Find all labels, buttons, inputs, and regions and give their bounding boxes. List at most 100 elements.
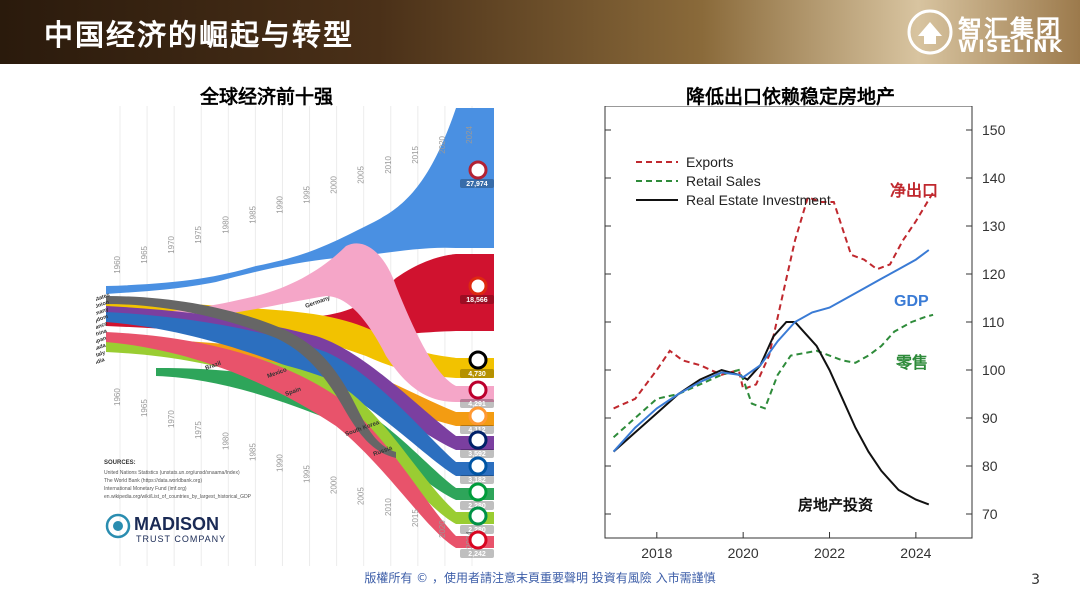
year-label-top: 1965 — [140, 245, 149, 263]
country-value: 2,280 — [468, 503, 486, 510]
value-badge — [460, 425, 494, 434]
madison-logo: MADISON TRUST COMPANY — [105, 513, 226, 544]
year-label-bottom: 2005 — [357, 487, 366, 505]
year-label-top: 1990 — [275, 195, 284, 213]
y-tick-label-right: 140 — [982, 170, 1006, 186]
stream-united-states — [106, 108, 494, 294]
year-label-bottom: 1980 — [221, 432, 230, 450]
country-value: 27,974 — [466, 181, 488, 188]
country-flag-icon — [468, 350, 488, 370]
year-label-bottom: 1975 — [194, 421, 203, 439]
country-flag-icon — [468, 276, 488, 296]
year-label-bottom: 2000 — [330, 476, 339, 494]
year-label-top: 1975 — [194, 225, 203, 243]
series-line-real-estate-investment — [612, 321, 930, 506]
country-value: 4,291 — [468, 401, 486, 408]
annotation-gdp: GDP — [894, 293, 929, 310]
gdp-ranking-streamgraph: 1960 1960 1965 1965 1970 1970 1975 1975 1980 1980… — [96, 106, 516, 566]
value-badge — [460, 399, 494, 408]
annotation-realestate-cn: 房地产投资 — [798, 496, 873, 514]
country-list-item: India — [96, 357, 106, 367]
year-label-top: 2024 — [465, 125, 474, 143]
year-label-bottom: 2015 — [411, 509, 420, 527]
country-flag-icon — [468, 406, 488, 426]
y-tick-label-right: 120 — [982, 266, 1006, 282]
y-tick-label-right: 80 — [982, 458, 998, 474]
left-section-title: 全球经济前十强 — [200, 86, 334, 108]
value-badge — [460, 525, 494, 534]
series-line-gdp — [612, 249, 930, 453]
legend-label: Exports — [686, 154, 733, 170]
country-value: 2,242 — [468, 551, 486, 558]
series-line-exports — [613, 191, 934, 410]
country-value: 4,730 — [468, 371, 486, 378]
y-tick-label-right: 150 — [982, 122, 1006, 138]
brand-main-text: MADISON — [134, 514, 219, 534]
brand-sub-text: TRUST COMPANY — [136, 534, 226, 544]
x-tick-label: 2022 — [814, 545, 845, 561]
country-list-item: China — [96, 328, 109, 339]
x-tick-label: 2024 — [900, 545, 931, 561]
logo-cn-text: 智汇集团 — [958, 15, 1062, 43]
year-label-top: 2015 — [411, 145, 420, 163]
y-tick-label-right: 110 — [982, 314, 1005, 330]
country-value: 3,182 — [468, 477, 486, 484]
right-section-title: 降低出口依赖稳定房地产 — [686, 86, 896, 108]
source-line-2: The World Bank (https://data.worldbank.o… — [104, 478, 202, 484]
x-tick-label: 2020 — [728, 545, 759, 561]
year-label-bottom: 2010 — [384, 498, 393, 516]
source-line-3: International Monetary Fund (imf.org) — [104, 486, 187, 492]
y-tick-label-right: 130 — [982, 218, 1006, 234]
legend-label: Real Estate Investment — [686, 192, 831, 208]
value-badge — [460, 179, 494, 188]
stream-russia — [106, 296, 396, 458]
header-bar: 中国经济的崛起与转型 智汇集团 WISELINK — [0, 0, 1080, 64]
year-label-top: 2010 — [384, 155, 393, 173]
country-list-item: France — [96, 321, 108, 333]
logo-en-text: WISELINK — [958, 37, 1064, 57]
country-flag-icon — [468, 482, 488, 502]
year-label-top: 1960 — [113, 255, 122, 273]
y-axis-right-labels: 70 80 90 100 110 120 130 140 150 — [982, 122, 1006, 522]
value-badge — [460, 449, 494, 458]
series-line-retail-sales — [612, 313, 934, 438]
stream-japan — [106, 243, 494, 402]
company-logo: 智汇集团 WISELINK — [906, 8, 1070, 58]
country-value: 3,592 — [468, 451, 486, 458]
country-flag-icon — [468, 506, 488, 526]
year-label-top: 2005 — [357, 165, 366, 183]
country-value: 2,280 — [468, 527, 486, 534]
country-flag-icon — [468, 530, 488, 550]
country-value: 4,112 — [468, 427, 485, 434]
country-mid-label: Spain — [285, 387, 303, 398]
country-flag-icon — [468, 380, 488, 400]
country-mid-label: Brazil — [205, 361, 223, 372]
sources-heading: SOURCES: — [104, 460, 136, 466]
year-label-top: 1980 — [221, 215, 230, 233]
year-label-bottom: 1960 — [113, 388, 122, 406]
country-list-item: Japan — [96, 335, 108, 346]
country-list-item: Italy — [96, 350, 107, 360]
logo-emblem-icon — [907, 9, 953, 55]
value-badge — [460, 369, 494, 378]
y-tick-label-right: 100 — [982, 362, 1006, 378]
legend-label: Retail Sales — [686, 173, 761, 189]
footer-disclaimer: 版權所有 © ，使用者請注意末頁重要聲明 投資有風險 入市需謹慎 — [364, 571, 716, 585]
page-number: 3 — [1031, 572, 1040, 588]
page-title: 中国经济的崛起与转型 — [44, 18, 355, 52]
annotation-retail-cn: 零售 — [895, 353, 928, 372]
y-tick-label-right: 70 — [982, 506, 998, 522]
year-label-bottom: 1965 — [140, 399, 149, 417]
value-badge — [460, 501, 494, 510]
year-label-top: 1995 — [303, 185, 312, 203]
country-list-item: Canada — [96, 342, 108, 355]
source-line-4: en.wikipedia.org/wiki/List_of_countries_… — [104, 494, 252, 500]
year-label-bottom: 1985 — [248, 443, 257, 461]
year-label-bottom: 2020 — [438, 520, 447, 538]
year-label-top: 2020 — [438, 135, 447, 153]
year-label-top: 2000 — [330, 175, 339, 193]
y-tick-label-right: 90 — [982, 410, 998, 426]
year-label-top: 1985 — [248, 205, 257, 223]
year-label-bottom: 1995 — [303, 465, 312, 483]
